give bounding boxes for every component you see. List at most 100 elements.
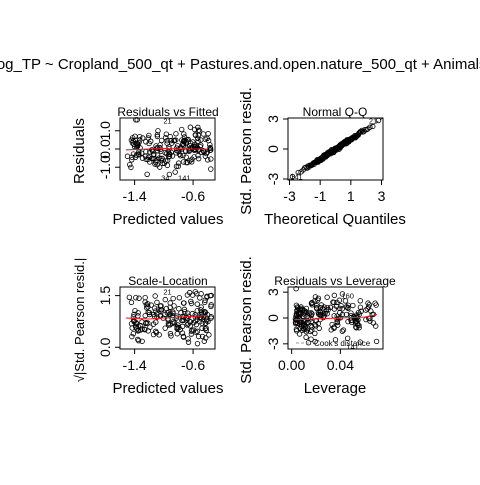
panel-residuals-vs-leverage: Residuals vs Leverage Leverage Std. Pear…	[238, 256, 396, 397]
data-point	[133, 319, 139, 326]
data-point	[180, 152, 186, 159]
data-point	[146, 132, 152, 139]
data-point	[336, 297, 343, 303]
data-point	[372, 300, 378, 306]
data-point	[331, 324, 337, 330]
data-point	[364, 306, 371, 312]
data-point	[127, 161, 133, 168]
data-point	[135, 327, 142, 333]
data-point	[201, 338, 207, 344]
data-point	[207, 145, 214, 152]
data-point	[331, 292, 338, 299]
data-point	[180, 300, 187, 306]
data-point	[154, 314, 160, 320]
data-point	[334, 319, 341, 326]
y-axis-label: Std. Pearson resid.	[238, 256, 255, 384]
data-point	[202, 299, 208, 306]
data-point	[357, 339, 363, 345]
data-point	[144, 171, 150, 177]
data-point	[303, 309, 310, 315]
data-point	[150, 331, 157, 338]
data-point	[173, 150, 179, 156]
data-point	[184, 159, 191, 166]
data-point	[321, 307, 327, 313]
data-point	[339, 291, 346, 297]
data-point	[167, 300, 173, 306]
data-point	[194, 308, 200, 314]
panel-title: Residuals vs Fitted	[117, 105, 218, 119]
data-point	[142, 294, 148, 301]
data-point	[145, 309, 151, 315]
data-point	[194, 328, 201, 335]
data-point	[150, 321, 157, 327]
data-point	[175, 160, 182, 166]
panel-normal-qq: Normal Q-Q Theoretical Quantiles Std. Pe…	[238, 87, 406, 228]
data-point	[162, 325, 168, 331]
data-point	[204, 157, 211, 163]
point-label: 21	[163, 287, 171, 296]
data-point	[202, 326, 208, 332]
point-label: 141	[346, 342, 359, 351]
data-point	[148, 138, 154, 144]
data-point	[153, 143, 159, 149]
data-point	[189, 327, 196, 333]
data-point	[173, 137, 179, 143]
data-point	[208, 302, 214, 308]
data-point	[343, 304, 350, 310]
y-tick-label: -1.0	[97, 155, 113, 179]
data-point	[137, 133, 143, 140]
y-tick-label: 1.5	[97, 286, 113, 306]
data-point	[156, 307, 162, 313]
data-point	[158, 307, 165, 313]
data-point	[154, 133, 161, 140]
x-tick-label: 0.00	[278, 357, 305, 373]
data-point	[176, 151, 183, 158]
data-point	[139, 326, 145, 332]
data-point	[176, 295, 183, 301]
y-axis-label: Residuals	[71, 118, 88, 184]
data-point	[180, 159, 187, 165]
qq-reference-line	[287, 117, 384, 181]
data-point	[375, 117, 382, 124]
data-point	[195, 124, 201, 131]
data-point	[195, 147, 201, 153]
data-point	[158, 303, 164, 309]
point-label: 141	[178, 173, 191, 182]
data-point	[130, 330, 137, 337]
data-point	[181, 131, 187, 137]
x-tick-label: 1	[347, 188, 355, 204]
data-point	[168, 333, 174, 339]
data-point	[142, 326, 148, 333]
data-point	[316, 325, 322, 332]
data-point	[143, 320, 149, 327]
data-point	[134, 143, 141, 150]
x-tick-label: -3	[283, 188, 296, 204]
smoother-line	[295, 314, 378, 321]
data-point	[133, 294, 139, 301]
y-tick-label: 1.0	[97, 121, 113, 141]
panel-title: Normal Q-Q	[303, 105, 368, 119]
data-point	[164, 138, 170, 144]
data-point	[132, 137, 138, 144]
y-tick-label: 0	[265, 145, 281, 153]
data-point	[305, 315, 311, 321]
data-point	[129, 157, 135, 163]
data-point	[180, 333, 187, 340]
data-point	[289, 173, 296, 180]
point-label: 21	[369, 117, 377, 126]
data-point	[184, 137, 190, 143]
data-point	[295, 169, 301, 176]
data-point	[130, 151, 137, 157]
figure-title: log_TP ~ Cropland_500_qt + Pastures.and.…	[0, 56, 480, 73]
data-point	[140, 135, 146, 141]
data-point	[200, 131, 207, 137]
data-point	[128, 164, 134, 171]
data-point	[192, 314, 199, 320]
data-point	[195, 138, 201, 144]
data-point	[158, 137, 165, 144]
data-point	[172, 169, 178, 175]
data-point	[184, 322, 191, 328]
data-point	[195, 127, 202, 133]
data-point	[154, 152, 161, 158]
x-axis-label: Leverage	[304, 380, 367, 397]
